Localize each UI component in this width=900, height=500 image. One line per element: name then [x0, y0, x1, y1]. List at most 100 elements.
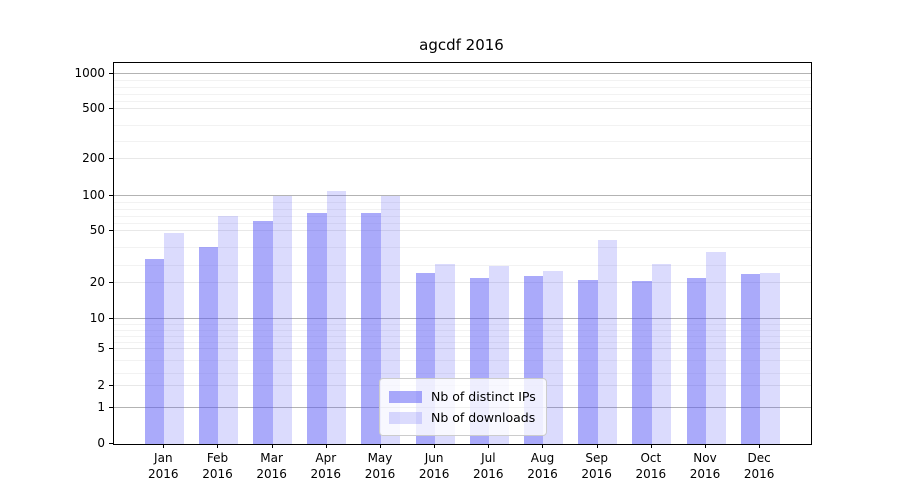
x-tick-mark-jan [163, 444, 164, 448]
x-label-year: 2016 [635, 467, 667, 481]
x-tick-mark-jul [488, 444, 489, 448]
bar-downloads-sep [597, 239, 618, 444]
bar-distinct-ips-jan [144, 258, 165, 444]
y-tick-label-5: 5 [97, 341, 105, 355]
x-label-year: 2016 [256, 467, 287, 481]
bar-downloads-aug [543, 270, 563, 444]
y-tick-mark-5 [109, 348, 113, 349]
y-tick-label-20: 20 [89, 275, 105, 289]
y-tick-mark-0 [109, 443, 113, 444]
gridline-minor [114, 324, 811, 326]
legend-label-downloads: Nb of downloads [431, 410, 536, 425]
bar-downloads-apr [326, 191, 347, 444]
x-label-month: Nov [693, 451, 717, 465]
x-label-year: 2016 [418, 467, 450, 481]
x-label-year: 2016 [310, 467, 342, 481]
y-tick-label-200: 200 [82, 151, 105, 165]
legend-swatch-downloads [389, 411, 422, 424]
x-label-month: Oct [640, 451, 662, 465]
gridline-minor [114, 360, 811, 362]
y-tick-mark-1000 [109, 73, 113, 74]
x-label-month: Aug [530, 451, 555, 465]
gridline-minor [114, 330, 811, 332]
x-label-year: 2016 [202, 467, 233, 481]
x-tick-mark-mar [272, 444, 273, 448]
bar-downloads-jan [164, 232, 184, 444]
gridline-100 [114, 195, 811, 196]
bar-distinct-ips-feb [198, 246, 219, 444]
x-tick-label-mar: Mar 2016 [245, 450, 299, 482]
gridline-500 [114, 108, 811, 109]
y-tick-mark-20 [109, 282, 113, 283]
x-label-month: Jun [424, 451, 444, 465]
y-tick-label-1000: 1000 [74, 65, 105, 80]
bar-distinct-ips-mar [253, 221, 273, 444]
y-tick-label-500: 500 [82, 100, 105, 115]
gridline-minor [114, 141, 811, 143]
x-tick-label-feb: Feb 2016 [190, 450, 244, 482]
bar-distinct-ips-may [361, 212, 381, 444]
x-label-month: Jan [154, 451, 173, 465]
y-tick-mark-2 [109, 385, 113, 386]
x-tick-mark-oct [651, 444, 652, 448]
x-tick-label-jan: Jan 2016 [136, 450, 190, 482]
x-tick-mark-may [380, 444, 381, 448]
gridline-5 [114, 348, 811, 350]
gridline-minor [114, 87, 811, 88]
y-tick-mark-10 [109, 318, 113, 319]
x-tick-mark-sep [597, 444, 598, 448]
gridline-minor [114, 223, 811, 224]
legend-label-distinct-ips: Nb of distinct IPs [431, 389, 536, 404]
gridline-minor [114, 101, 811, 102]
plot-area: Nb of distinct IPs Nb of downloads [113, 62, 812, 445]
y-tick-label-1: 1 [97, 399, 105, 414]
gridline-minor [114, 94, 811, 95]
x-tick-label-jun: Jun 2016 [407, 450, 461, 482]
gridline-50 [114, 230, 811, 231]
x-label-year: 2016 [689, 467, 721, 481]
gridline-minor [114, 209, 811, 210]
x-label-year: 2016 [148, 467, 179, 481]
gridline-20 [114, 282, 811, 284]
x-tick-label-aug: Aug 2016 [515, 450, 569, 482]
chart-title: agcdf 2016 [419, 36, 504, 54]
x-tick-mark-jun [434, 444, 435, 448]
x-tick-mark-nov [705, 444, 706, 448]
y-tick-label-50: 50 [89, 222, 105, 237]
y-tick-mark-1 [109, 407, 113, 408]
gridline-minor [114, 216, 811, 217]
x-label-year: 2016 [527, 467, 558, 481]
legend-row-downloads: Nb of downloads [389, 407, 536, 428]
x-tick-mark-feb [217, 444, 218, 448]
x-tick-mark-apr [326, 444, 327, 448]
x-tick-label-oct: Oct 2016 [624, 450, 678, 482]
x-label-month: Dec [747, 451, 771, 465]
bar-downloads-feb [218, 216, 238, 444]
y-tick-label-2: 2 [97, 378, 105, 392]
gridline-200 [114, 158, 811, 160]
y-tick-label-10: 10 [89, 311, 105, 325]
gridline-10 [114, 318, 811, 320]
x-tick-mark-aug [542, 444, 543, 448]
bar-distinct-ips-sep [578, 279, 598, 444]
x-tick-label-apr: Apr 2016 [299, 450, 353, 482]
x-label-year: 2016 [743, 467, 775, 481]
x-label-year: 2016 [364, 467, 396, 481]
legend-row-distinct-ips: Nb of distinct IPs [389, 386, 536, 407]
x-label-month: Feb [206, 451, 229, 465]
bar-distinct-ips-apr [307, 212, 327, 444]
y-tick-mark-500 [109, 108, 113, 109]
x-label-month: Mar [260, 451, 283, 465]
gridline-minor [114, 372, 811, 374]
x-tick-label-may: May 2016 [353, 450, 407, 482]
y-tick-mark-100 [109, 195, 113, 196]
bar-downloads-dec [760, 272, 780, 444]
x-label-year: 2016 [473, 467, 504, 481]
x-tick-label-nov: Nov 2016 [678, 450, 732, 482]
gridline-minor [114, 264, 811, 266]
gridline-minor [114, 342, 811, 344]
y-tick-mark-200 [109, 158, 113, 159]
legend: Nb of distinct IPs Nb of downloads [379, 378, 547, 436]
gridline-minor [114, 80, 811, 81]
